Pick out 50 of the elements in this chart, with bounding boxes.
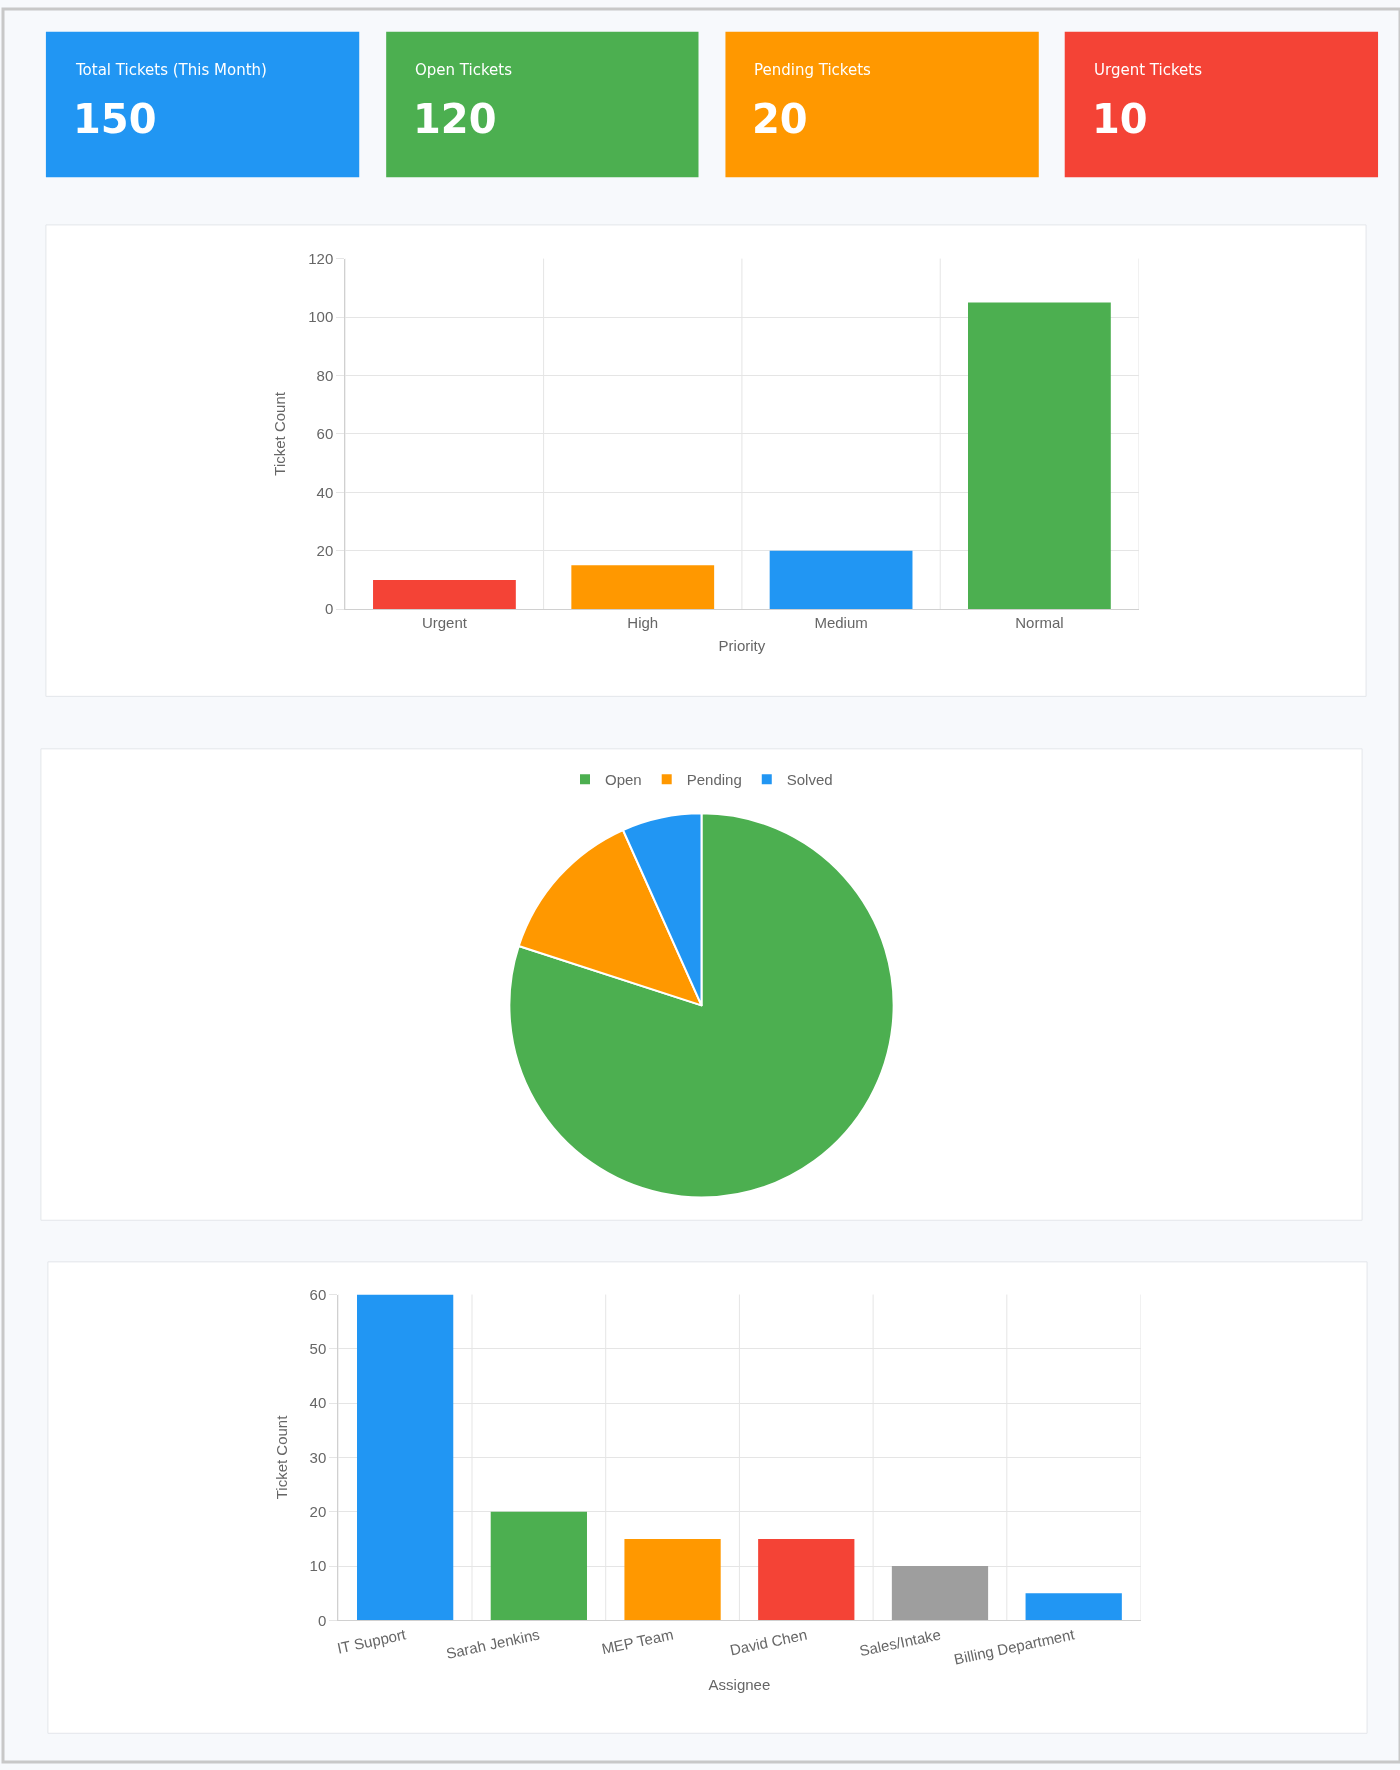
y-axis-title: Ticket Count [272,1414,290,1500]
y-tick-label: 50 [309,1340,327,1358]
x-tick-label: Urgent [421,614,468,632]
legend-label: Open [605,771,642,789]
x-tick-label: Sarah Jenkins [444,1625,542,1662]
bar [758,1538,855,1621]
bar [769,550,913,610]
y-tick-label: 80 [316,366,334,384]
x-axis-title: Assignee [708,1675,771,1693]
legend-label: Pending [686,771,742,789]
x-tick-label: IT Support [335,1625,409,1657]
category-label: Open Tickets [415,61,513,79]
x-axis-title: Priority [718,637,766,655]
data-label: 10 [1092,96,1148,142]
bar [1025,1593,1122,1621]
bar [891,1566,989,1621]
bar [624,1538,721,1621]
y-tick-label: 0 [324,600,334,618]
y-tick-label: 60 [316,425,334,443]
y-axis-title: Ticket Count [271,391,289,476]
bar [373,579,516,610]
x-tick-label: Normal [1015,614,1064,632]
y-tick-label: 20 [309,1503,327,1521]
data-label: 120 [413,96,497,142]
bar [490,1511,587,1621]
category-label: Pending Tickets [754,61,872,79]
y-tick-label: 20 [316,542,334,559]
y-tick-label: 0 [317,1611,327,1629]
y-tick-label: 100 [308,308,334,326]
y-tick-label: 40 [309,1394,327,1412]
x-tick-label: Sales/Intake [857,1625,943,1660]
category-label: Total Tickets (This Month) [75,61,267,79]
data-label: 150 [73,96,157,142]
x-tick-label: David Chen [728,1625,809,1659]
x-tick-label: Medium [814,614,868,632]
x-tick-label: MEP Team [599,1625,675,1658]
category-label: Urgent Tickets [1094,61,1203,79]
x-tick-label: Billing Department [952,1625,1077,1668]
y-tick-label: 30 [309,1448,327,1466]
legend-label: Solved [786,771,833,789]
y-tick-label: 120 [308,249,334,267]
bar [357,1294,454,1621]
bar [968,302,1111,610]
y-tick-label: 60 [309,1285,327,1303]
pie-slice [508,812,895,1199]
data-label: 20 [752,96,808,142]
bar [571,565,715,610]
x-tick-label: High [627,614,659,632]
y-tick-label: 40 [316,483,334,501]
y-tick-label: 10 [309,1557,327,1575]
